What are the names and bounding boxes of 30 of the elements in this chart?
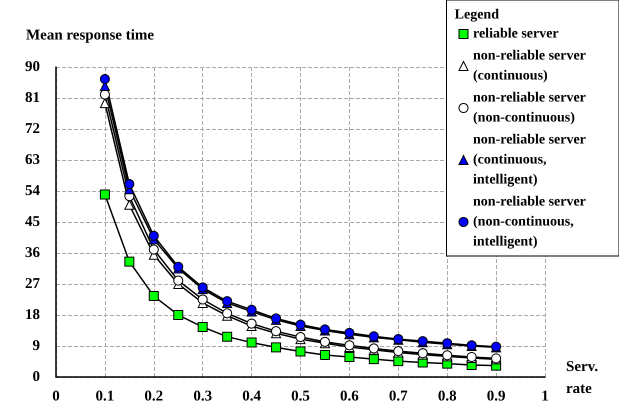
x-tick-label: 0 (52, 388, 60, 404)
x-tick-label: 0.3 (193, 388, 212, 404)
y-tick-label: 81 (25, 90, 40, 106)
legend-label: reliable server (473, 26, 559, 42)
legend-label: non-reliable server (non-continuous) (473, 90, 590, 126)
legend-title: Legend (454, 8, 500, 22)
x-tick-label: 0.7 (388, 388, 408, 404)
x-tick-label: 0.8 (438, 388, 457, 404)
y-tick-label: 36 (25, 245, 40, 261)
y-tick-label: 90 (25, 59, 40, 75)
y-tick-label: 54 (25, 183, 40, 199)
legend-label: non-reliable server (non-continuous, intelligent) (473, 194, 590, 250)
x-tick-label: 0.4 (242, 388, 262, 404)
x-tick-label: 0.5 (291, 388, 310, 404)
y-tick-label: 27 (25, 276, 40, 292)
y-tick-label: 45 (25, 214, 40, 230)
y-tick-label: 18 (25, 307, 40, 323)
y-tick-label: 0 (32, 369, 40, 385)
x-axis-title: Serv. rate (566, 359, 602, 397)
x-tick-label: 0.1 (96, 388, 114, 404)
y-tick-label: 63 (25, 152, 40, 168)
y-axis-title: Mean response time (26, 28, 154, 44)
x-tick-label: 1 (541, 388, 549, 404)
x-tick-label: 0.9 (486, 388, 506, 404)
y-tick-label: 72 (25, 121, 40, 137)
x-tick-label: 0.6 (340, 388, 360, 404)
x-tick-label: 0.2 (144, 388, 164, 404)
legend-label: non-reliable server (continuous) (473, 48, 590, 84)
y-tick-label: 9 (32, 338, 40, 354)
legend-label: non-reliable server (continuous, intelligent) (473, 132, 590, 188)
